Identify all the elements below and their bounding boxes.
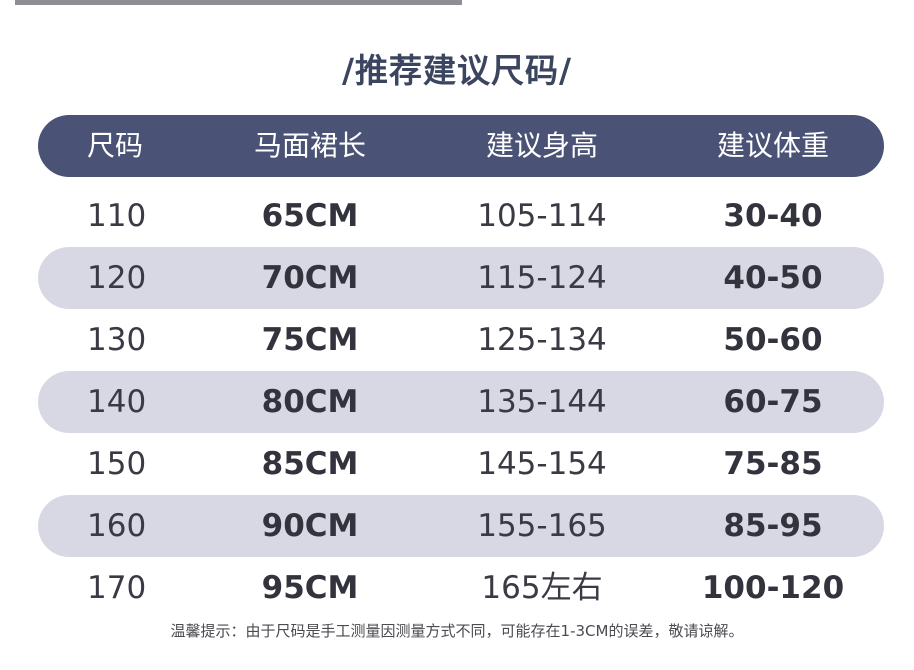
cell-text: 30-40 <box>723 198 823 234</box>
table-cell: 130 <box>87 309 146 371</box>
cell-text: 40-50 <box>723 260 823 296</box>
header-cell: 尺码 <box>87 115 143 177</box>
table-cell: 150 <box>87 433 146 495</box>
footer-note: 温馨提示：由于尺码是手工测量因测量方式不同，可能存在1-3CM的误差，敬请谅解。 <box>170 622 744 640</box>
table-cell: 120 <box>87 247 146 309</box>
table-cell: 170 <box>87 557 146 619</box>
cell-text: 135-144 <box>477 384 607 420</box>
cell-text: 170 <box>87 570 147 606</box>
cell-text: 120 <box>87 260 147 296</box>
title: /推荐建议尺码/ <box>341 51 573 90</box>
cell-text: 150 <box>87 446 147 482</box>
table-cell: 110 <box>87 185 146 247</box>
cell-text: 50-60 <box>723 322 823 358</box>
cell-text: 90CM <box>261 508 359 544</box>
cell-text: 85-95 <box>723 508 823 544</box>
header-text: 建议身高 <box>486 129 599 162</box>
table-row: 130 75CM 125-134 50-60 <box>38 309 884 371</box>
table-row: 140 80CM 135-144 60-75 <box>38 371 884 433</box>
cell-text: 100-120 <box>701 570 845 606</box>
cell-text: 80CM <box>261 384 359 420</box>
cell-text: 125-134 <box>477 322 607 358</box>
cell-text: 130 <box>87 322 147 358</box>
table-row: 120 70CM 115-124 40-50 <box>38 247 884 309</box>
table-row: 110 65CM 105-114 30-40 <box>38 185 884 247</box>
cell-text: 65CM <box>261 198 359 234</box>
cell-text: 115-124 <box>477 260 607 296</box>
cell-text: 95CM <box>261 570 359 606</box>
cell-text: 85CM <box>261 446 359 482</box>
header-row: 尺码 马面裙长 建议身高 建议体重 <box>38 115 884 177</box>
cell-text: 70CM <box>261 260 359 296</box>
cell-text: 140 <box>87 384 147 420</box>
table-row: 160 90CM 155-165 85-95 <box>38 495 884 557</box>
cell-text: 60-75 <box>723 384 823 420</box>
photo-strip <box>15 0 462 5</box>
header-text: 建议体重 <box>717 129 830 162</box>
cell-text: 75-85 <box>723 446 823 482</box>
header-text: 马面裙长 <box>254 129 367 162</box>
cell-text: 160 <box>87 508 147 544</box>
header-text: 尺码 <box>87 129 144 162</box>
table-row: 150 85CM 145-154 75-85 <box>38 433 884 495</box>
table-cell: 140 <box>87 371 146 433</box>
table-cell: 160 <box>87 495 146 557</box>
cell-text: 145-154 <box>477 446 607 482</box>
cell-text: 105-114 <box>477 198 607 234</box>
cell-text: 165左右 <box>481 570 603 606</box>
table-row: 170 95CM 165左右 100-120 <box>38 557 884 619</box>
cell-text: 155-165 <box>477 508 607 544</box>
cell-text: 75CM <box>261 322 359 358</box>
cell-text: 110 <box>87 198 147 234</box>
